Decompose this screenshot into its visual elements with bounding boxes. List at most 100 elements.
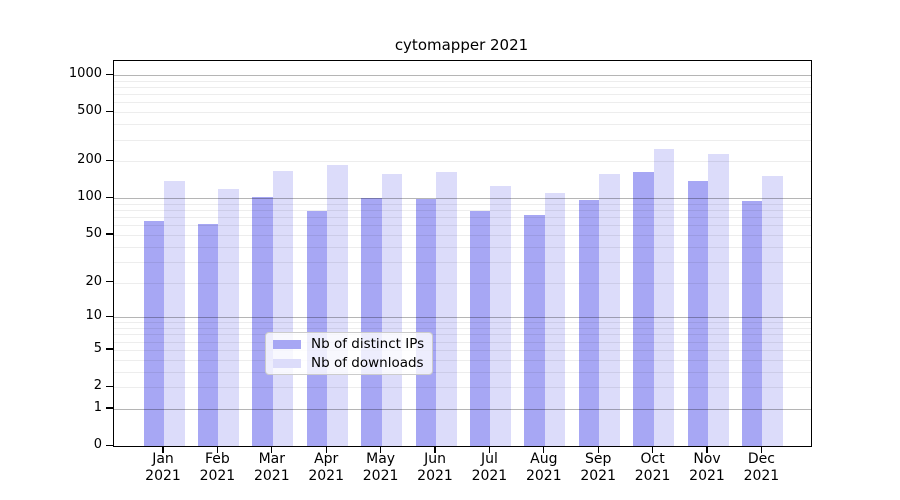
y-axis-tick	[106, 233, 113, 235]
y-axis-tick	[106, 73, 113, 75]
bar-distinct-ips	[361, 197, 382, 446]
x-axis-tick-label: May 2021	[362, 451, 399, 484]
gridline-major	[114, 75, 811, 77]
x-axis-tick	[216, 446, 219, 453]
y-axis-tick-label: 100	[77, 189, 102, 205]
y-axis-tick	[106, 407, 113, 409]
x-axis-tick	[162, 446, 164, 453]
legend-label-distinct-ips: Nb of distinct IPs	[311, 336, 425, 352]
gridline-minor	[114, 161, 811, 163]
x-axis-tick	[271, 446, 273, 453]
bar-downloads	[436, 171, 457, 446]
x-axis-tick	[597, 446, 599, 453]
y-axis-tick	[106, 444, 113, 446]
gridline-minor	[114, 261, 811, 263]
gridline-minor	[114, 203, 811, 205]
legend-item-downloads: Nb of downloads	[273, 355, 432, 371]
x-axis-tick-label: Oct 2021	[634, 451, 671, 484]
gridline-minor	[114, 359, 811, 361]
x-axis-tick-label: Jan 2021	[145, 451, 181, 484]
bar-downloads	[599, 173, 620, 446]
y-axis-tick	[106, 110, 113, 113]
y-axis-tick-label: 20	[85, 273, 102, 289]
gridline-major	[114, 198, 811, 200]
bar-downloads	[490, 185, 511, 446]
gridline-minor	[114, 225, 811, 227]
x-axis-tick-label: Jul 2021	[471, 451, 508, 484]
bar-distinct-ips	[415, 199, 436, 446]
bar-downloads	[164, 181, 185, 446]
plot-area	[113, 60, 812, 447]
y-axis-tick-label: 0	[93, 437, 102, 452]
gridline-minor	[114, 234, 811, 236]
gridline-minor	[114, 139, 811, 141]
gridline-minor	[114, 334, 811, 336]
gridline-minor	[114, 371, 811, 373]
bar-distinct-ips	[578, 200, 600, 446]
gridline-minor	[114, 217, 811, 219]
gridline-minor	[114, 349, 811, 351]
y-axis-tick-label: 1000	[68, 66, 102, 82]
gridline-minor	[114, 328, 811, 330]
y-axis-tick-label: 50	[85, 225, 102, 241]
y-axis-tick-label: 2	[93, 378, 102, 394]
bar-distinct-ips	[252, 197, 273, 446]
chart-title: cytomapper 2021	[394, 36, 529, 54]
y-axis-tick-label: 500	[77, 103, 102, 119]
x-axis-tick	[488, 446, 491, 453]
x-axis-tick	[379, 446, 382, 453]
gridline-minor	[114, 210, 811, 212]
y-axis-tick	[106, 196, 113, 199]
bar-distinct-ips	[687, 181, 708, 446]
x-axis-tick	[325, 446, 327, 453]
bar-downloads	[653, 149, 675, 446]
bar-distinct-ips	[524, 214, 545, 446]
x-axis-tick-label: Nov 2021	[689, 451, 725, 484]
gridline-major	[114, 317, 811, 319]
legend: Nb of distinct IPs Nb of downloads	[265, 332, 433, 375]
x-axis-tick-label: Jun 2021	[417, 451, 453, 484]
gridline-minor	[114, 102, 811, 104]
bar-downloads	[218, 189, 239, 446]
bar-downloads	[762, 175, 783, 446]
gridline-minor	[114, 112, 811, 114]
y-axis-tick-label: 200	[77, 152, 102, 168]
x-axis-tick-label: Sep 2021	[580, 451, 616, 484]
y-axis-tick-label: 1	[93, 399, 102, 415]
bar-distinct-ips	[143, 221, 164, 446]
x-axis-tick	[543, 446, 545, 453]
legend-swatch-downloads	[273, 358, 301, 368]
x-axis-tick-label: Apr 2021	[308, 451, 344, 484]
legend-swatch-distinct-ips	[273, 339, 301, 349]
bar-downloads	[381, 173, 403, 446]
bar-downloads	[327, 165, 348, 446]
x-axis-tick-label: Dec 2021	[743, 451, 780, 484]
bar-distinct-ips	[197, 223, 219, 446]
y-axis-tick	[106, 315, 113, 318]
x-axis-tick-label: Mar 2021	[253, 451, 290, 484]
y-axis-tick	[106, 348, 113, 350]
legend-item-distinct-ips: Nb of distinct IPs	[273, 336, 432, 352]
y-axis-tick	[106, 385, 113, 387]
bar-distinct-ips	[469, 210, 491, 446]
gridline-minor	[114, 246, 811, 248]
x-axis-tick-label: Feb 2021	[199, 451, 236, 484]
gridline-minor	[114, 387, 811, 389]
x-axis-tick	[434, 446, 436, 453]
legend-label-downloads: Nb of downloads	[311, 355, 424, 371]
gridline-minor	[114, 341, 811, 343]
gridline-minor	[114, 94, 811, 96]
gridline-minor	[114, 282, 811, 284]
y-axis-tick	[106, 159, 113, 162]
gridline-minor	[114, 322, 811, 324]
bar-downloads	[272, 171, 294, 446]
x-axis-tick	[651, 446, 654, 453]
bar-distinct-ips	[306, 210, 328, 446]
gridline-minor	[114, 124, 811, 126]
bar-distinct-ips	[633, 171, 654, 446]
gridline-minor	[114, 87, 811, 89]
y-axis-tick	[106, 281, 113, 283]
bar-downloads	[708, 153, 729, 446]
gridline-major	[114, 408, 811, 410]
